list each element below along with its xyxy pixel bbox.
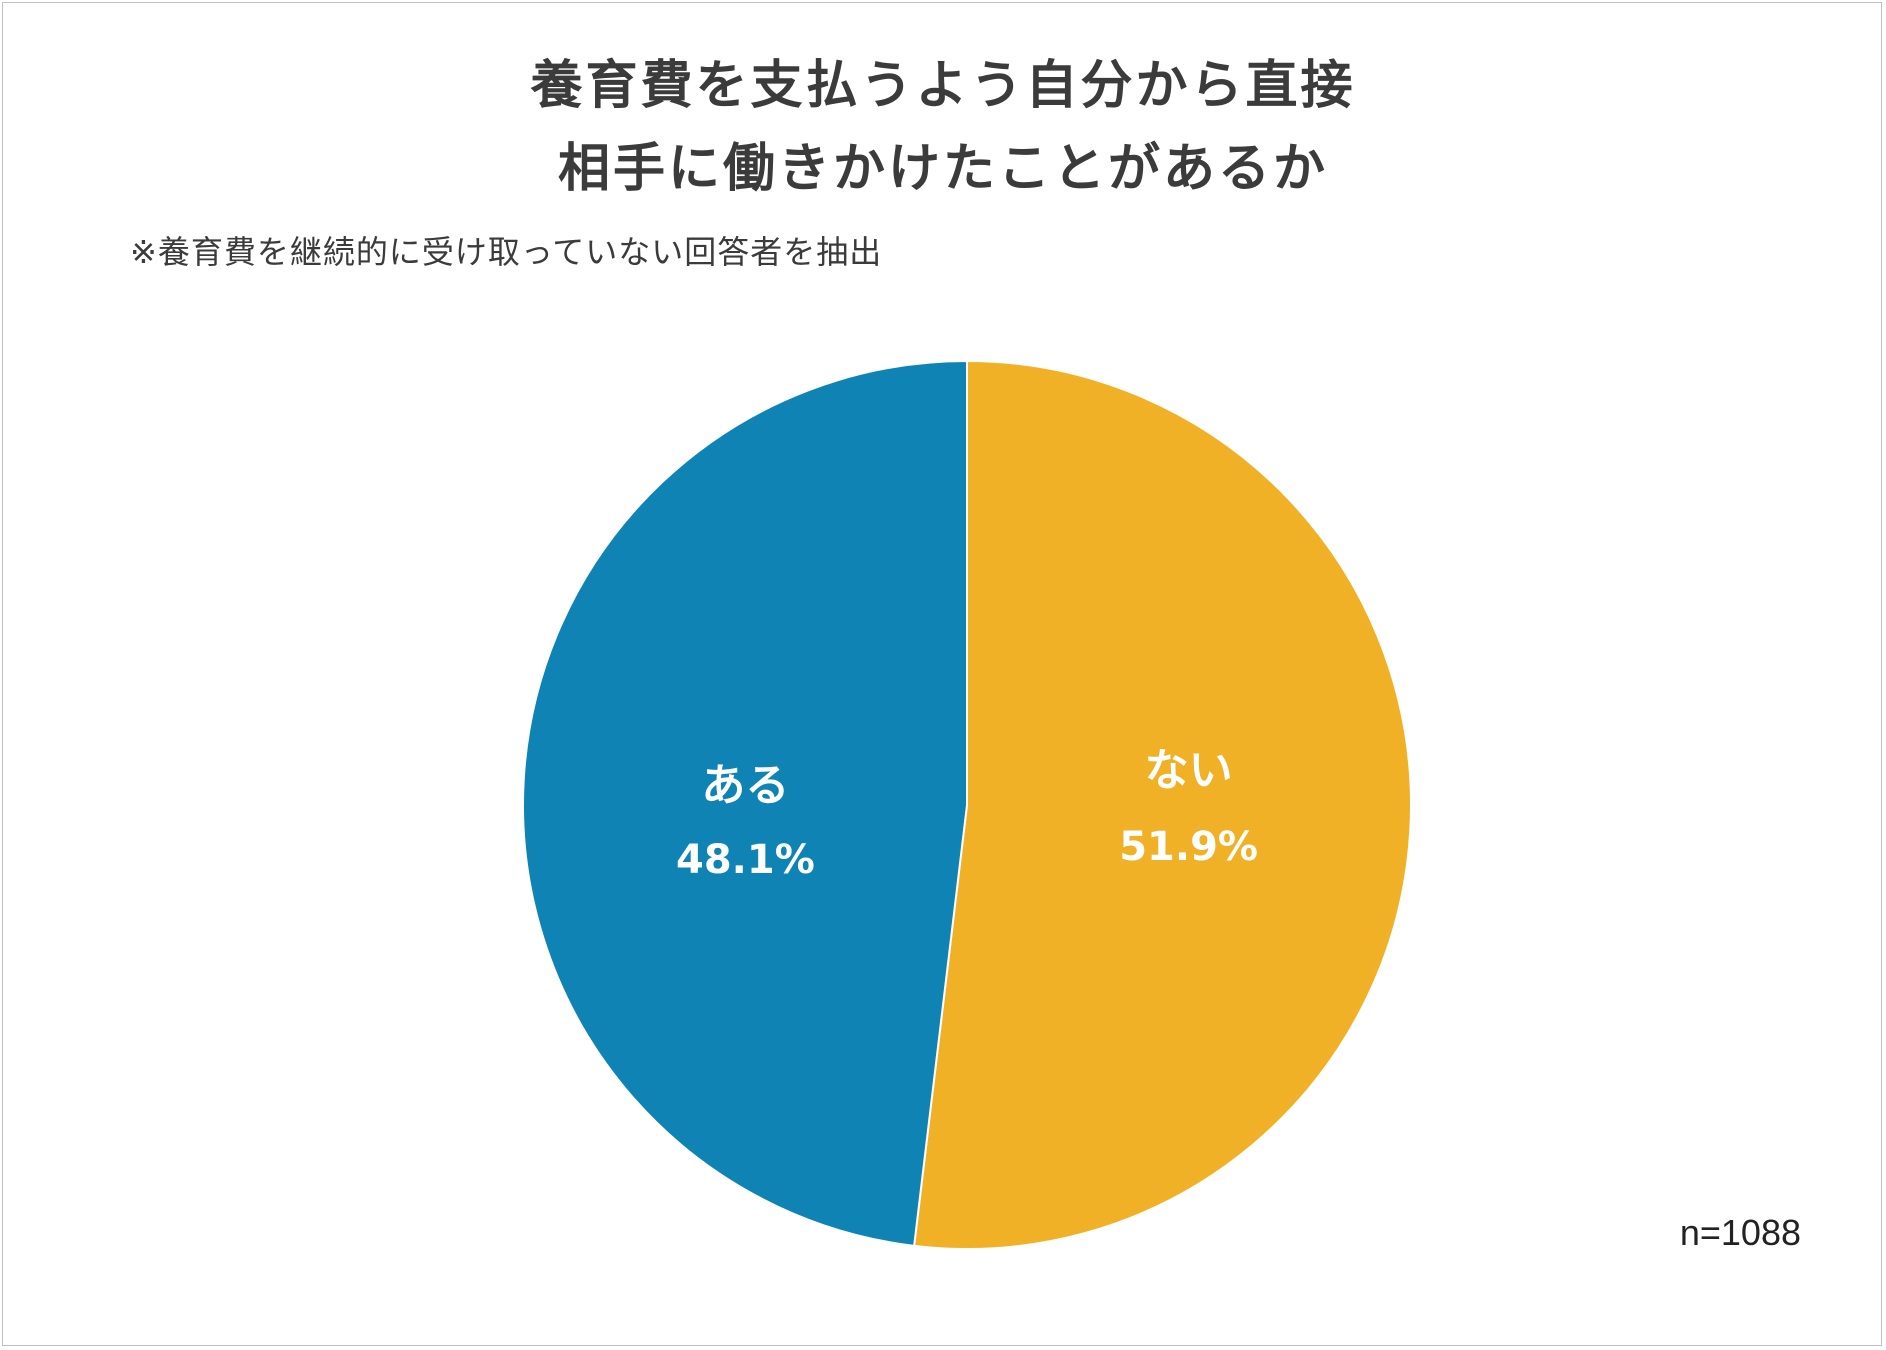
slice-name-label: ある	[701, 760, 789, 811]
chart-subtitle: ※養育費を継続的に受け取っていない回答者を抽出	[130, 233, 883, 271]
pie-slice-aru	[521, 359, 968, 1247]
sample-size-label: n=1088	[1679, 1212, 1801, 1253]
slice-percent-label: 51.9%	[1119, 824, 1258, 870]
pie-slice-nai	[913, 359, 1412, 1250]
chart-title-line-2: 相手に働きかけたことがあるか	[557, 139, 1328, 199]
slice-percent-label: 48.1%	[676, 837, 815, 883]
chart-title-line-1: 養育費を支払うよう自分から直接	[530, 56, 1356, 116]
slice-name-label: ない	[1145, 745, 1233, 796]
